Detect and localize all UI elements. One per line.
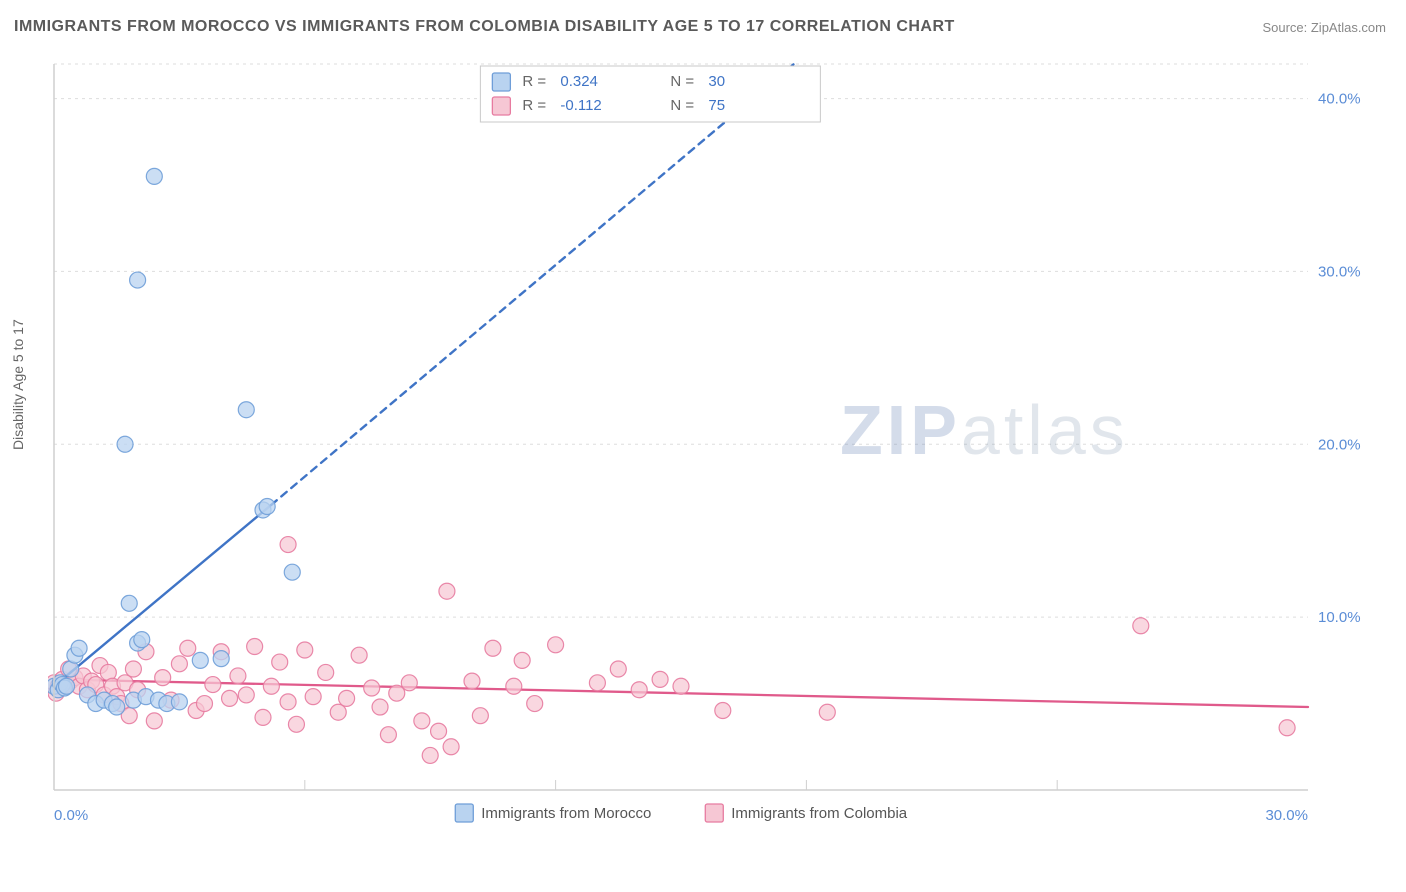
source-label: Source:: [1262, 20, 1310, 35]
svg-text:R =: R =: [522, 73, 546, 90]
svg-text:N =: N =: [670, 73, 694, 90]
svg-text:30.0%: 30.0%: [1318, 263, 1361, 280]
svg-text:40.0%: 40.0%: [1318, 91, 1361, 108]
svg-text:Immigrants from Morocco: Immigrants from Morocco: [481, 805, 651, 822]
source-link[interactable]: ZipAtlas.com: [1311, 20, 1386, 35]
source-attribution: Source: ZipAtlas.com: [1262, 20, 1386, 35]
svg-text:30.0%: 30.0%: [1265, 807, 1308, 824]
svg-text:30: 30: [708, 73, 725, 90]
svg-text:Immigrants from Colombia: Immigrants from Colombia: [731, 805, 908, 822]
y-axis-label: Disability Age 5 to 17: [10, 319, 26, 450]
svg-text:R =: R =: [522, 97, 546, 114]
svg-text:-0.112: -0.112: [560, 97, 601, 114]
chart-title: IMMIGRANTS FROM MOROCCO VS IMMIGRANTS FR…: [14, 18, 955, 36]
svg-text:75: 75: [708, 97, 725, 114]
svg-text:0.324: 0.324: [560, 73, 598, 90]
svg-text:10.0%: 10.0%: [1318, 609, 1361, 626]
correlation-scatter-chart: 10.0% 20.0% 30.0% 40.0% 0.0% 30.0% R = 0.324 N =…: [48, 58, 1368, 838]
svg-text:0.0%: 0.0%: [54, 807, 88, 824]
svg-text:20.0%: 20.0%: [1318, 436, 1361, 453]
svg-text:N =: N =: [670, 97, 694, 114]
